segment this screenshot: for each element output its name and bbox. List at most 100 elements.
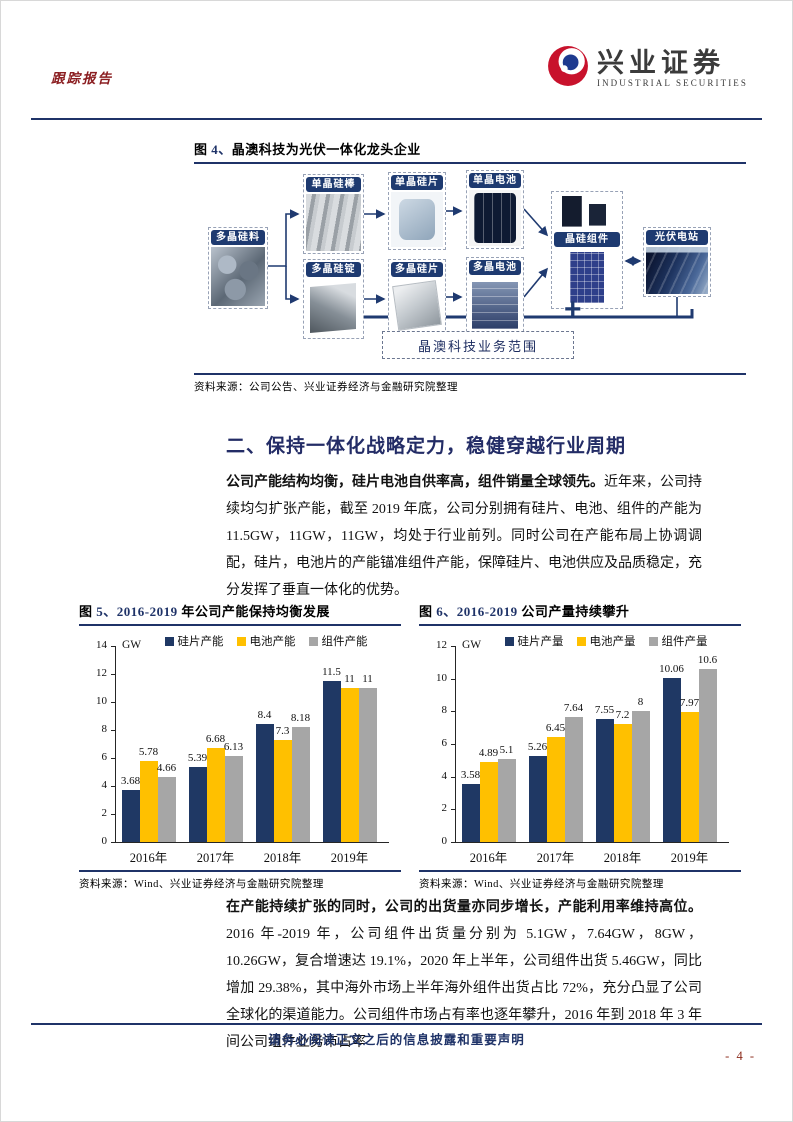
node-label-mono-rod: 单晶硅棒: [306, 177, 361, 192]
power-plant-image: [646, 247, 708, 294]
y-tick-label: 12: [96, 667, 107, 679]
y-tick-mark: [451, 646, 455, 647]
legend: 硅片产量 电池产量 组件产量: [489, 633, 723, 649]
bar-硅片产量-2018年: [595, 718, 614, 842]
y-tick-label: 2: [441, 802, 448, 815]
polysilicon-image: [211, 247, 265, 306]
paragraph-1: 公司产能结构均衡，硅片电池自供率高，组件销量全球领先。近年来，公司持续均匀扩张产…: [226, 469, 702, 604]
bar-value-label: 7.3: [275, 724, 290, 737]
figure4-title-number: 4、: [211, 142, 232, 157]
node-label-power-plant: 光伏电站: [646, 230, 708, 245]
y-tick-mark: [451, 809, 455, 811]
legend-item: 电池产量: [576, 633, 636, 649]
bar-value-label: 6.13: [223, 741, 244, 754]
y-tick-mark: [451, 744, 455, 745]
footer-divider: [31, 1023, 762, 1025]
bar-value-label: 5.1: [499, 743, 514, 756]
y-tick-mark: [451, 842, 455, 843]
section-heading: 二、保持一体化战略定力，稳健穿越行业周期: [226, 436, 627, 457]
capacity-bar-chart: 0 2 4 6 8 10 12 14 GW 硅片产能 电池产能 组件产能 3.68 5.78 4.66 201…: [79, 628, 401, 865]
legend-label: 电池产能: [249, 636, 296, 648]
legend: 硅片产能 电池产能 组件产能: [149, 633, 383, 649]
y-tick-mark: [111, 786, 115, 787]
module-panels-image: [554, 194, 620, 230]
bar-组件产能-2017年: [224, 756, 243, 842]
bar-value-label: 7.55: [594, 703, 615, 716]
x-tick-label: 2016年: [469, 851, 508, 865]
figure6-block: 图 6、2016-2019 公司产量持续攀升 0 2 4 6 8 10 12 GW 硅片产量 电池…: [419, 601, 741, 891]
figure6-source: 资料来源：Wind、兴业证券经济与金融研究院整理: [419, 870, 741, 891]
figure5-source: 资料来源：Wind、兴业证券经济与金融研究院整理: [79, 870, 401, 891]
bar-value-label: 5.78: [138, 746, 159, 759]
header-divider: [31, 118, 762, 120]
poly-ingot-image: [306, 279, 361, 336]
supply-chain-diagram: 多晶硅料 单晶硅棒 单晶硅片 单晶电池 多晶硅锭 多晶硅片: [194, 169, 746, 367]
bar-组件产量-2018年: [631, 711, 650, 842]
y-tick-mark: [111, 842, 115, 843]
bar-硅片产能-2019年: [322, 681, 341, 842]
bar-电池产量-2016年: [479, 762, 498, 842]
legend-label: 硅片产量: [517, 636, 564, 648]
figure4-title-part: 晶澳科技为光伏一体化龙头企业: [231, 142, 421, 157]
bar-硅片产量-2016年: [461, 783, 480, 842]
x-tick-label: 2017年: [536, 851, 575, 865]
brand-text: 兴业证券 INDUSTRIAL SECURITIES: [596, 47, 748, 88]
y-tick-mark: [111, 702, 115, 703]
node-label-poly-ingot: 多晶硅锭: [306, 262, 361, 277]
figure6-title-number: 6、2016-2019: [436, 604, 518, 619]
y-tick-label: 0: [441, 835, 448, 847]
y-tick-mark: [111, 646, 115, 647]
bar-电池产能-2019年: [340, 688, 359, 842]
bar-value-label: 4.89: [478, 747, 499, 760]
y-tick-label: 6: [101, 751, 108, 763]
node-label-poly-cell: 多晶电池: [469, 260, 521, 275]
legend-label: 硅片产能: [177, 636, 224, 648]
figure5-title-part: 图: [79, 604, 97, 619]
y-tick-label: 12: [436, 639, 447, 651]
y-tick-label: 0: [101, 835, 108, 847]
node-mono-wafer: 单晶硅片: [388, 172, 446, 250]
legend-swatch-icon: [504, 636, 514, 646]
paragraph-1-body: 近年来，公司持续均匀扩张产能，截至 2019 年底，公司分别拥有硅片、电池、组件…: [226, 475, 702, 598]
bar-组件产能-2016年: [157, 776, 176, 842]
node-poly-wafer: 多晶硅片: [388, 259, 446, 335]
bar-value-label: 4.66: [156, 761, 177, 774]
y-tick-label: 10: [96, 695, 107, 707]
y-axis-unit: GW: [462, 639, 482, 651]
brand-name-en: INDUSTRIAL SECURITIES: [596, 77, 748, 88]
x-tick-label: 2019年: [670, 851, 709, 865]
legend-item: 组件产能: [308, 633, 368, 649]
node-label-poly-wafer: 多晶硅片: [391, 262, 443, 277]
plus-icon: +: [564, 293, 582, 326]
bar-硅片产能-2018年: [255, 724, 274, 842]
bar-组件产能-2018年: [291, 727, 310, 842]
x-tick-label: 2018年: [263, 851, 302, 865]
bar-硅片产量-2017年: [528, 756, 547, 842]
paragraph-2: 在产能持续扩张的同时，公司的出货量亦同步增长，产能利用率维持高位。 2016 年-…: [226, 894, 702, 1056]
bar-电池产量-2019年: [680, 711, 699, 842]
bar-硅片产能-2017年: [188, 766, 207, 842]
bar-value-label: 8.4: [257, 709, 272, 722]
y-axis: [455, 646, 456, 842]
legend-item: 组件产量: [648, 633, 708, 649]
node-module: 晶硅组件: [551, 191, 623, 309]
y-tick-label: 2: [101, 807, 108, 819]
business-scope-box: 晶澳科技业务范围: [382, 331, 574, 359]
module-panel-image: [554, 249, 620, 306]
y-axis-unit: GW: [122, 639, 142, 651]
bar-value-label: 3.68: [120, 775, 141, 788]
figure4-title: 图 4、晶澳科技为光伏一体化龙头企业: [194, 139, 746, 164]
brand-name-cn: 兴业证券: [596, 47, 725, 78]
bar-value-label: 5.39: [187, 751, 208, 764]
y-tick-label: 14: [96, 639, 107, 651]
x-tick-label: 2017年: [196, 851, 235, 865]
bar-value-label: 7.2: [615, 709, 630, 722]
bar-value-label: 7.97: [679, 696, 700, 709]
y-tick-label: 10: [436, 671, 447, 684]
figure4-title-part: 图: [194, 142, 212, 157]
x-tick-label: 2018年: [603, 851, 642, 865]
figure4-block: 图 4、晶澳科技为光伏一体化龙头企业: [194, 139, 746, 394]
bar-value-label: 8: [637, 696, 644, 709]
mono-wafer-image: [391, 192, 443, 247]
y-tick-mark: [451, 776, 455, 778]
